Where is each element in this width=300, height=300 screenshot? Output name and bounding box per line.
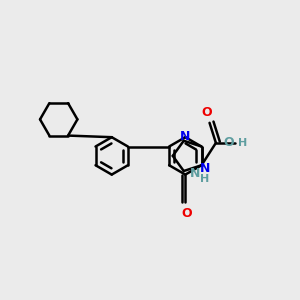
Text: H: H	[200, 174, 209, 184]
Text: O: O	[181, 207, 192, 220]
Text: N: N	[180, 130, 190, 142]
Text: N: N	[200, 162, 210, 175]
Text: O: O	[223, 136, 234, 149]
Text: H: H	[238, 138, 247, 148]
Text: N: N	[190, 167, 200, 181]
Text: O: O	[201, 106, 212, 119]
